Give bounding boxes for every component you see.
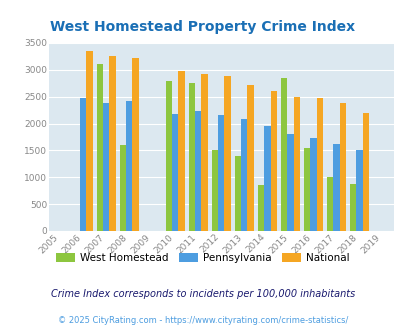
Bar xyxy=(126,101,132,231)
Bar xyxy=(263,126,270,231)
Text: West Homestead Property Crime Index: West Homestead Property Crime Index xyxy=(50,20,355,34)
Bar xyxy=(316,98,322,231)
Bar xyxy=(339,103,345,231)
Bar xyxy=(211,150,217,231)
Bar xyxy=(109,56,115,231)
Bar xyxy=(224,77,230,231)
Bar xyxy=(286,134,293,231)
Text: Crime Index corresponds to incidents per 100,000 inhabitants: Crime Index corresponds to incidents per… xyxy=(51,289,354,299)
Bar xyxy=(309,138,316,231)
Bar xyxy=(247,84,253,231)
Bar xyxy=(303,148,309,231)
Bar xyxy=(326,177,332,231)
Bar xyxy=(132,58,139,231)
Bar xyxy=(280,78,286,231)
Bar xyxy=(165,81,172,231)
Bar xyxy=(270,91,276,231)
Bar xyxy=(188,83,194,231)
Bar xyxy=(234,156,241,231)
Bar xyxy=(293,97,299,231)
Bar xyxy=(362,113,368,231)
Bar xyxy=(241,119,247,231)
Bar xyxy=(103,103,109,231)
Bar xyxy=(201,74,207,231)
Bar xyxy=(257,185,263,231)
Bar xyxy=(355,150,362,231)
Bar xyxy=(217,115,224,231)
Bar xyxy=(349,184,355,231)
Bar xyxy=(86,51,93,231)
Bar xyxy=(178,71,184,231)
Bar xyxy=(172,114,178,231)
Bar xyxy=(80,98,86,231)
Text: © 2025 CityRating.com - https://www.cityrating.com/crime-statistics/: © 2025 CityRating.com - https://www.city… xyxy=(58,316,347,325)
Bar xyxy=(96,64,103,231)
Legend: West Homestead, Pennsylvania, National: West Homestead, Pennsylvania, National xyxy=(52,249,353,267)
Bar xyxy=(332,144,339,231)
Bar xyxy=(194,112,201,231)
Bar xyxy=(119,145,126,231)
